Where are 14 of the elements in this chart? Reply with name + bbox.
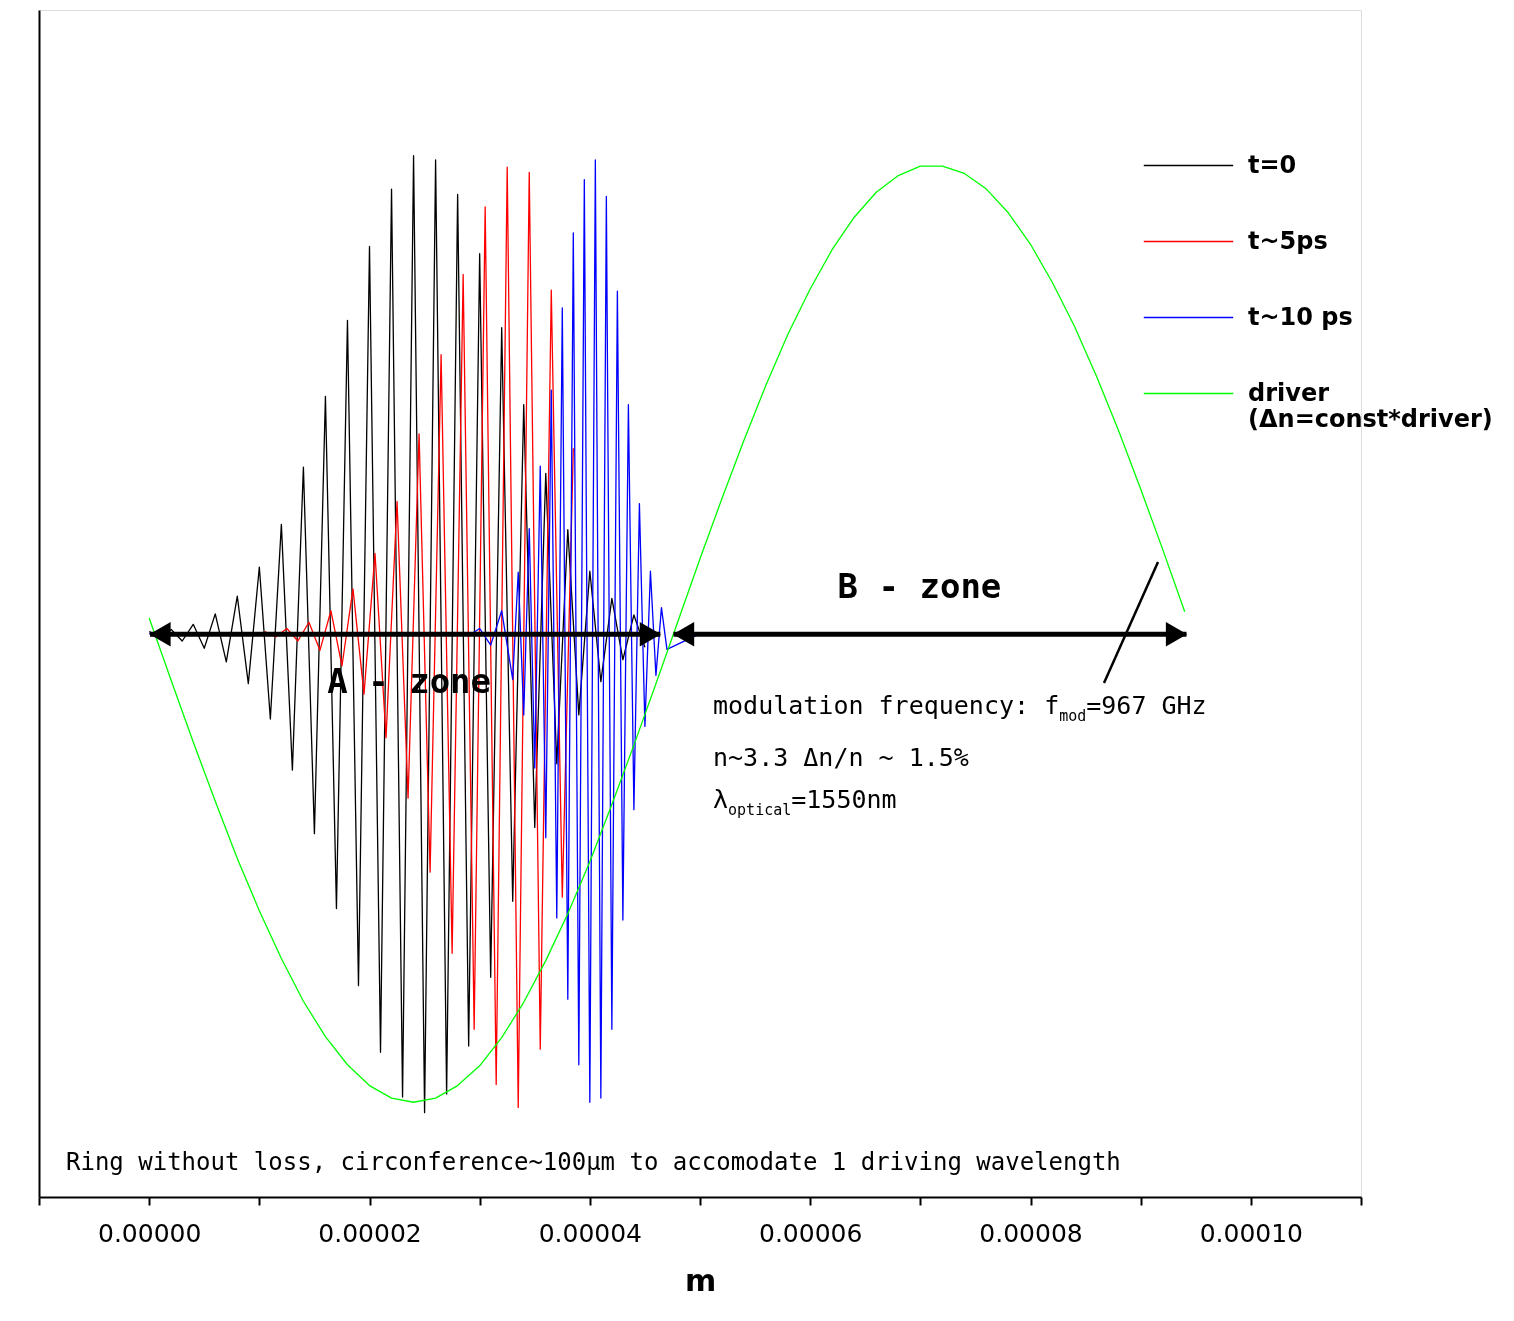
legend-label: t~5ps (1248, 226, 1328, 255)
annotation: Ring without loss, circonference~100μm to accomodate 1 driving wavelength (66, 1148, 1121, 1176)
annotation: B - zone (837, 566, 1002, 607)
x-tick-label: 0.00008 (979, 1218, 1083, 1248)
annotation: n~3.3 Δn/n ~ 1.5% (713, 743, 969, 772)
legend-label: t~10 ps (1248, 302, 1353, 331)
x-tick-label: 0.00010 (1199, 1218, 1304, 1248)
x-tick-label: 0.00006 (758, 1218, 863, 1248)
x-axis-title: m (684, 1262, 717, 1298)
legend-label: driver (Δn=const*driver) (1248, 378, 1493, 433)
x-tick-label: 0.00002 (318, 1218, 422, 1248)
x-tick-label: 0.00004 (538, 1218, 643, 1248)
legend-label: t=0 (1248, 150, 1297, 179)
x-tick-label: 0.00000 (97, 1218, 202, 1248)
